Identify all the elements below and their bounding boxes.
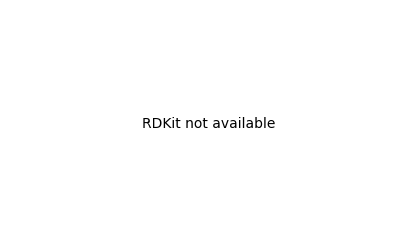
- Text: RDKit not available: RDKit not available: [142, 117, 276, 130]
